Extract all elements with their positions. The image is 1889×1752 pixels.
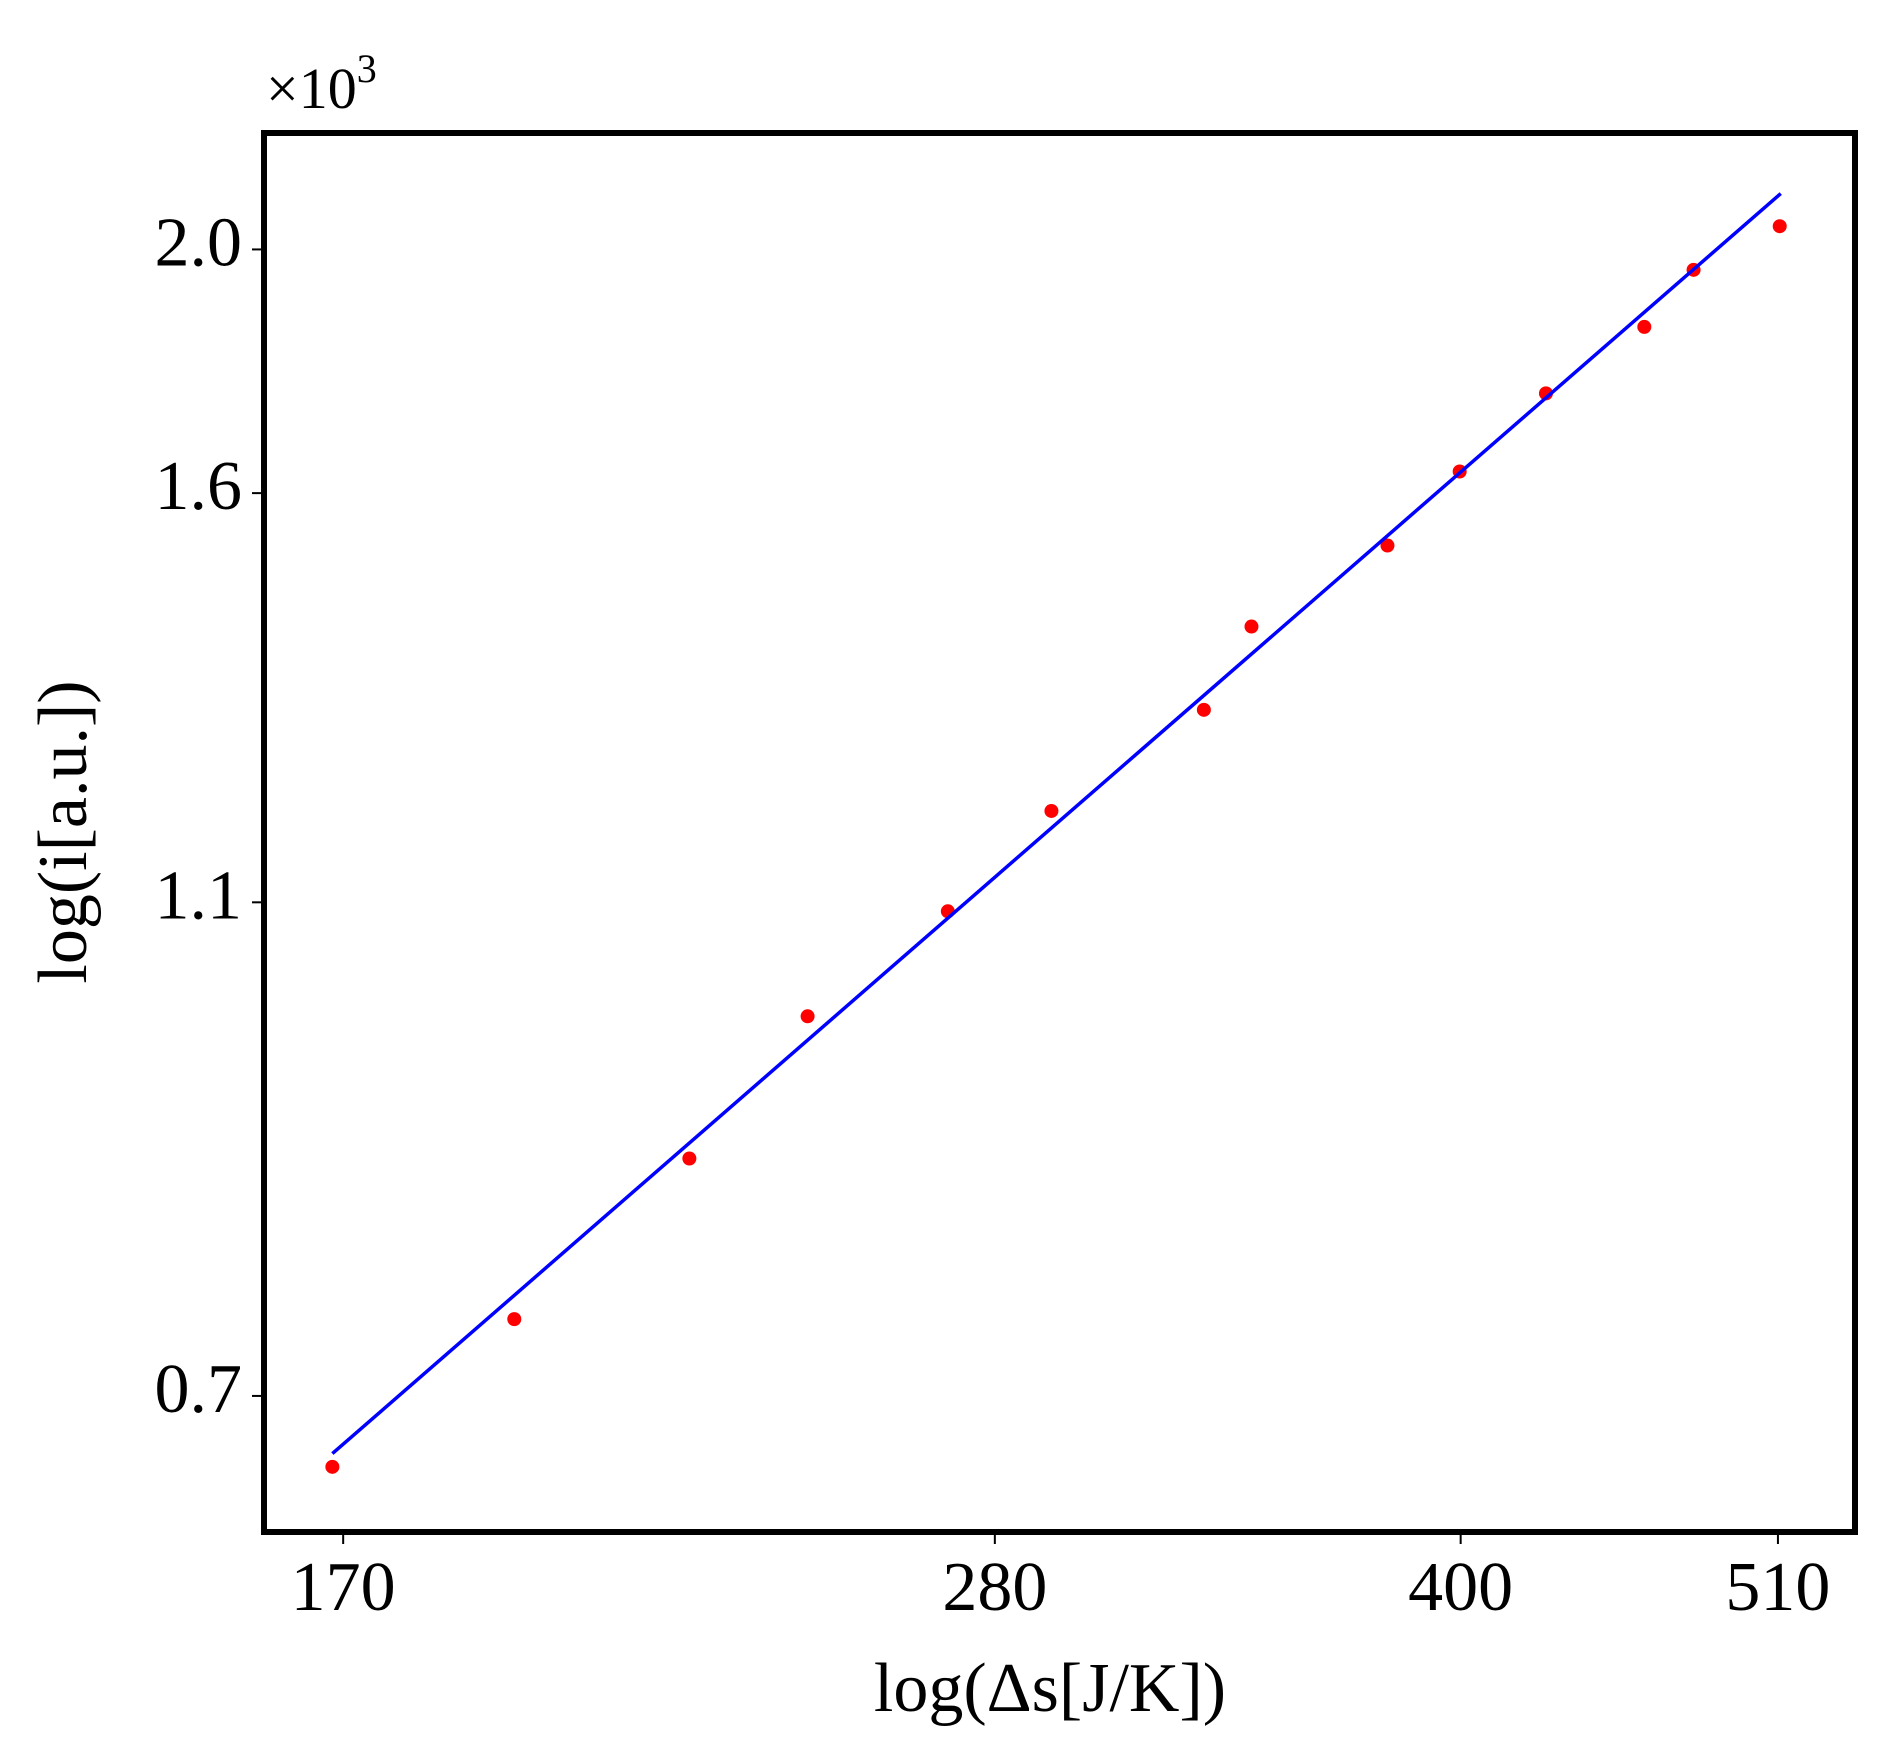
point [1044,803,1059,818]
y-multiplier-exponent: 3 [357,46,377,91]
y-tick-label: 1.1 [155,857,243,934]
point [682,1151,697,1166]
x-axis-label: log(Δs[J/K]) [874,1650,1226,1727]
y-axis-label: log(i[a.u.]) [25,680,102,983]
y-tick-label: 0.7 [155,1351,243,1428]
y-multiplier-base: ×10 [266,56,357,121]
point [1380,538,1395,553]
x-tick-label: 170 [291,1549,396,1626]
point [1637,319,1652,334]
x-tick-label: 400 [1408,1549,1513,1626]
y-tick-label: 2.0 [155,204,243,281]
x-tick-label: 280 [942,1549,1047,1626]
point [800,1009,815,1024]
y-multiplier: ×103 [266,46,377,121]
point [1196,702,1211,717]
point [1772,219,1787,234]
point [325,1459,340,1474]
point [1244,619,1259,634]
y-tick-label: 1.6 [155,448,243,525]
point [507,1312,522,1327]
fit-line [331,192,1782,1455]
x-tick-label: 510 [1725,1549,1830,1626]
plot-frame [261,130,1858,1535]
